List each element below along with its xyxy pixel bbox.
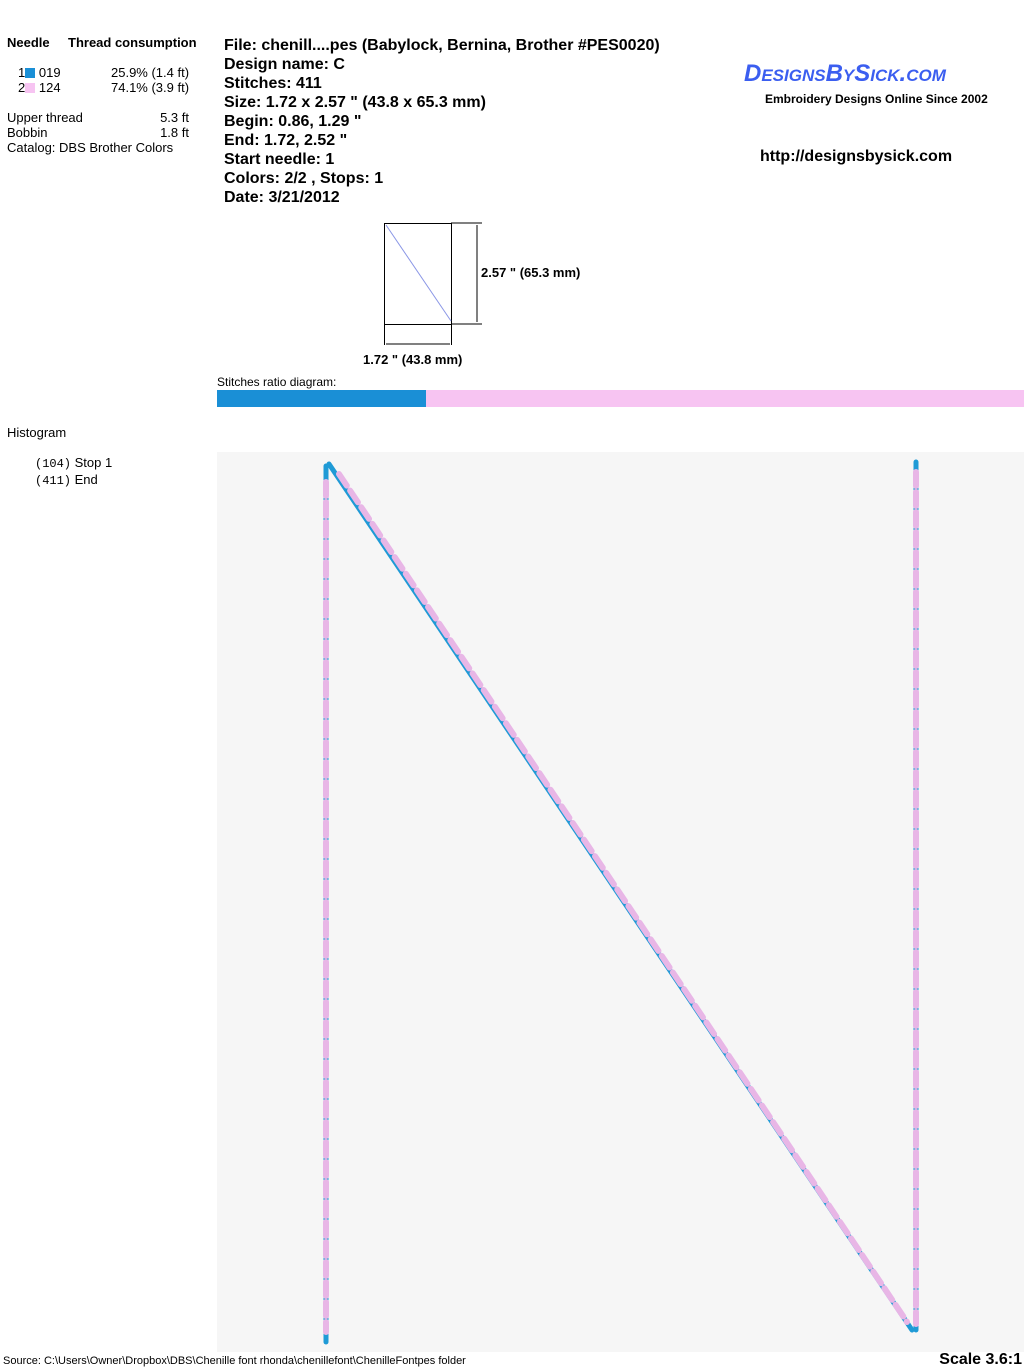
- ratio-segment-2: [426, 390, 1024, 407]
- logo-tagline: Embroidery Designs Online Since 2002: [765, 92, 988, 106]
- info-file: File: chenill....pes (Babylock, Bernina,…: [224, 37, 660, 54]
- thread-row: 1 019 25.9% (1.4 ft): [18, 65, 198, 80]
- preview-box: [384, 223, 452, 325]
- ratio-label: Stitches ratio diagram:: [217, 375, 337, 389]
- color-swatch: [25, 68, 36, 78]
- upper-thread-value: 5.3 ft: [160, 110, 189, 125]
- ratio-bar: [217, 390, 1024, 407]
- design-info: File: chenill....pes (Babylock, Bernina,…: [224, 36, 660, 207]
- needle-number: 1: [18, 65, 26, 80]
- histogram-entry: (104) Stop 1: [35, 455, 112, 472]
- thread-code: 019: [38, 65, 61, 80]
- source-path: Source: C:\Users\Owner\Dropbox\DBS\Cheni…: [3, 1355, 466, 1367]
- histogram-list: (104) Stop 1 (411) End: [35, 455, 112, 489]
- website-link[interactable]: http://designsbysick.com: [760, 148, 953, 165]
- thread-totals: Upper thread 5.3 ft Bobbin 1.8 ft Catalog:…: [7, 110, 189, 155]
- info-size: Size: 1.72 x 2.57 " (43.8 x 65.3 mm): [224, 94, 486, 111]
- info-begin: Begin: 0.86, 1.29 ": [224, 113, 362, 130]
- thread-code: 124: [38, 80, 61, 95]
- design-preview: [384, 222, 482, 345]
- bobbin-label: Bobbin: [7, 125, 48, 140]
- thread-consumption: 25.9% (1.4 ft): [111, 65, 190, 80]
- needle-header: Needle: [7, 35, 50, 50]
- entry-label: End: [74, 472, 98, 487]
- entry-label: Stop 1: [74, 455, 113, 470]
- scale-label: Scale 3.6:1: [939, 1351, 1022, 1368]
- preview-stitch: [385, 224, 452, 322]
- color-swatch: [25, 83, 36, 93]
- info-end: End: 1.72, 2.52 ": [224, 132, 348, 149]
- info-colors: Colors: 2/2 , Stops: 1: [224, 170, 384, 187]
- histogram-entry: (411) End: [35, 472, 112, 489]
- logo: DesignsBySick.com: [744, 60, 946, 87]
- upper-thread-label: Upper thread: [7, 110, 83, 125]
- thread-row: 2 124 74.1% (3.9 ft): [18, 80, 198, 95]
- width-label: 1.72 " (43.8 mm): [363, 352, 463, 367]
- ratio-segment-1: [217, 390, 426, 407]
- needle-number: 2: [18, 80, 26, 95]
- entry-count: (104): [35, 457, 72, 471]
- bobbin-value: 1.8 ft: [160, 125, 189, 140]
- info-start-needle: Start needle: 1: [224, 151, 335, 168]
- catalog: Catalog: DBS Brother Colors: [7, 140, 174, 155]
- entry-count: (411): [35, 474, 72, 488]
- info-stitches: Stitches: 411: [224, 75, 322, 92]
- info-design-name: Design name: C: [224, 56, 345, 73]
- histogram-title: Histogram: [7, 425, 67, 440]
- thread-list: 1 019 25.9% (1.4 ft) 2 124 74.1% (3.9 ft): [18, 65, 198, 95]
- height-label: 2.57 " (65.3 mm): [481, 265, 581, 280]
- info-date: Date: 3/21/2012: [224, 189, 340, 206]
- thread-header: Thread consumption: [68, 35, 197, 50]
- thread-consumption: 74.1% (3.9 ft): [111, 80, 190, 95]
- stitch-canvas: [217, 452, 1024, 1352]
